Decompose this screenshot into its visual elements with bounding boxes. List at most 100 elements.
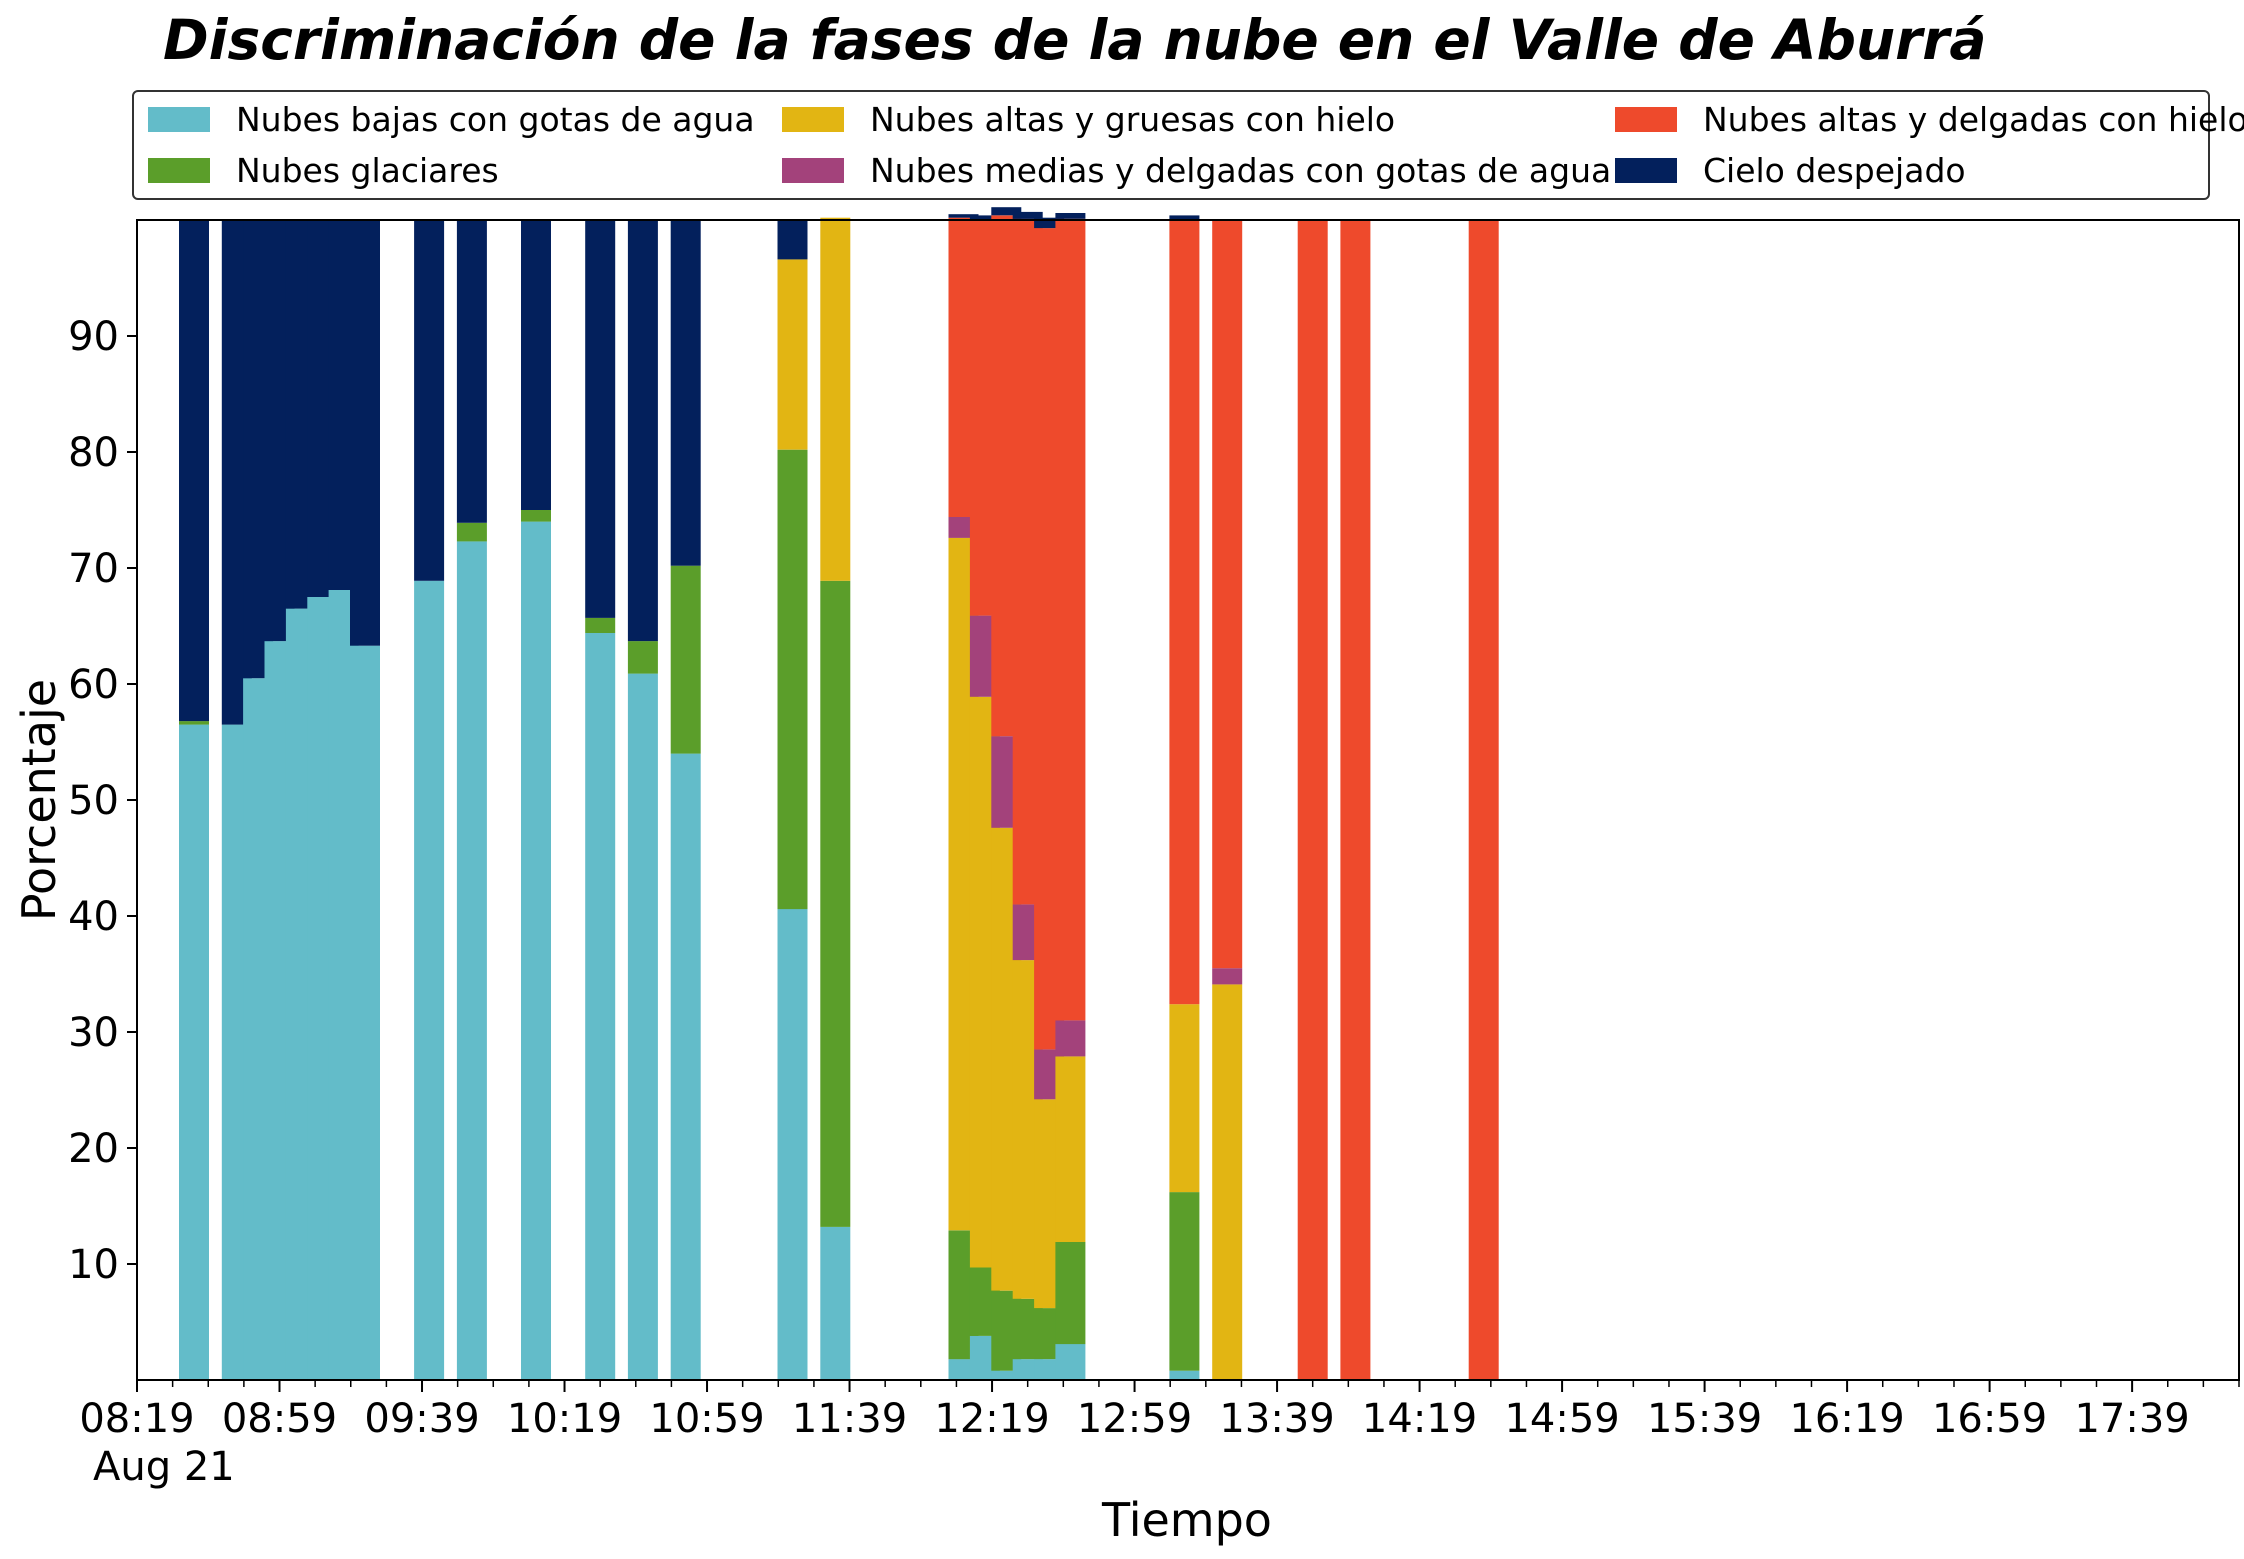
x-tick-label-13: 16:59 — [1932, 1396, 2047, 1442]
x-tick-label-6: 12:19 — [934, 1396, 1049, 1442]
legend-label-low-water: Nubes bajas con gotas de agua — [236, 99, 755, 139]
bar-segment-14-1 — [777, 449, 808, 910]
bar-segment-13-1 — [670, 565, 701, 754]
bar-segment-9-0 — [456, 541, 487, 1380]
x-tick-label-5: 11:39 — [792, 1396, 907, 1442]
legend-swatch-clear-sky — [1615, 157, 1677, 183]
bar-segment-11-5 — [585, 220, 616, 618]
bar-segment-11-1 — [585, 617, 616, 633]
x-tick-label-8: 13:39 — [1219, 1396, 1334, 1442]
bar-segment-10-5 — [521, 220, 551, 510]
bar-segment-11-0 — [585, 633, 616, 1380]
bar-segment-13-5 — [670, 220, 701, 566]
bar-segment-14-5 — [777, 220, 808, 260]
x-tick-label-3: 10:19 — [507, 1396, 622, 1442]
legend-swatch-glaciated — [148, 157, 210, 183]
legend-swatch-mid-thin-water — [782, 157, 844, 183]
y-tick-label-70: 70 — [68, 546, 119, 592]
legend-swatch-thin-ice — [1615, 106, 1677, 132]
bar-segment-7-0 — [350, 645, 380, 1380]
legend-swatch-low-water — [148, 106, 210, 132]
bar-segment-23-0 — [1055, 1344, 1086, 1380]
bar-segment-8-5 — [414, 220, 445, 581]
bar-segment-22-5 — [1034, 217, 1065, 229]
bar-segment-24-0 — [1169, 1370, 1200, 1380]
bar-segment-23-2 — [1055, 1056, 1086, 1242]
legend-label-mid-thin-water: Nubes medias y delgadas con gotas de agu… — [870, 150, 1612, 190]
bar-segment-14-0 — [777, 909, 808, 1380]
y-tick-label-30: 30 — [68, 1010, 119, 1056]
bar-segment-21-5 — [1012, 211, 1043, 219]
bar-segment-0-5 — [179, 220, 209, 722]
legend-swatch-thick-ice — [782, 106, 844, 132]
bar-segment-18-5 — [948, 214, 979, 218]
bar-segment-12-0 — [627, 673, 658, 1380]
bar-segment-25-4 — [1212, 220, 1243, 969]
bar-segment-9-5 — [456, 220, 487, 523]
chart-title: Discriminación de la fases de la nube en… — [163, 8, 1987, 72]
chart-legend: Nubes bajas con gotas de agua Nubes glac… — [132, 90, 2244, 200]
legend-label-thin-ice: Nubes altas y delgadas con hielo — [1703, 99, 2244, 139]
bar-segment-15-1 — [820, 580, 851, 1227]
x-tick-label-10: 14:59 — [1504, 1396, 1619, 1442]
legend-item-thick-ice: Nubes altas y gruesas con hielo — [782, 94, 1395, 144]
bar-segment-15-2 — [820, 217, 851, 581]
bar-segment-14-2 — [777, 259, 808, 450]
bar-segment-26-4 — [1297, 220, 1328, 1380]
bar-segment-23-5 — [1055, 213, 1086, 219]
legend-item-clear-sky: Cielo despejado — [1615, 145, 1966, 195]
x-tick-label-11: 15:39 — [1647, 1396, 1762, 1442]
y-tick-label-20: 20 — [68, 1126, 119, 1172]
legend-item-thin-ice: Nubes altas y delgadas con hielo — [1615, 94, 2244, 144]
bar-segment-10-0 — [521, 521, 551, 1380]
x-axis: 08:19 08:59 09:39 10:19 10:59 11:39 12:19 12:59… — [79, 1380, 2240, 1442]
bar-segment-19-5 — [969, 215, 1000, 220]
bar-segment-24-5 — [1169, 215, 1200, 220]
bar-segment-9-1 — [456, 522, 487, 542]
y-tick-label-50: 50 — [68, 778, 119, 824]
x-axis-date-label: Aug 21 — [93, 1444, 235, 1490]
bar-segment-28-4 — [1468, 220, 1499, 1380]
bar-segment-20-0 — [991, 1370, 1022, 1380]
bars-group — [179, 207, 1499, 1380]
bar-segment-24-2 — [1169, 1004, 1200, 1193]
legend-item-low-water: Nubes bajas con gotas de agua — [148, 94, 755, 144]
legend-label-thick-ice: Nubes altas y gruesas con hielo — [870, 99, 1396, 139]
bar-segment-7-5 — [350, 220, 380, 646]
x-tick-label-1: 08:59 — [222, 1396, 337, 1442]
y-axis: 10 20 30 40 50 60 70 80 90 — [68, 314, 137, 1288]
x-tick-label-0: 08:19 — [79, 1396, 194, 1442]
bar-segment-24-1 — [1169, 1192, 1200, 1371]
bar-segment-8-0 — [414, 580, 445, 1380]
bar-segment-0-0 — [179, 724, 209, 1380]
bar-segment-23-1 — [1055, 1242, 1086, 1345]
bar-segment-20-5 — [991, 207, 1022, 216]
y-tick-label-80: 80 — [68, 430, 119, 476]
x-tick-label-2: 09:39 — [364, 1396, 479, 1442]
x-tick-label-9: 14:19 — [1362, 1396, 1477, 1442]
legend-item-mid-thin-water: Nubes medias y delgadas con gotas de agu… — [782, 145, 1611, 195]
bar-segment-25-2 — [1212, 984, 1243, 1380]
bar-segment-12-1 — [627, 641, 658, 674]
y-tick-label-90: 90 — [68, 314, 119, 360]
bar-segment-0-1 — [179, 721, 209, 725]
bar-segment-23-4 — [1055, 218, 1086, 1021]
legend-item-glaciated: Nubes glaciares — [148, 145, 499, 195]
y-axis-label: Porcentaje — [12, 679, 66, 921]
x-tick-label-7: 12:59 — [1077, 1396, 1192, 1442]
y-tick-label-60: 60 — [68, 662, 119, 708]
y-tick-label-40: 40 — [68, 894, 119, 940]
x-axis-label: Tiempo — [1101, 1493, 1272, 1547]
bar-segment-23-3 — [1055, 1020, 1086, 1057]
x-tick-label-4: 10:59 — [649, 1396, 764, 1442]
x-tick-label-14: 17:39 — [2074, 1396, 2189, 1442]
bar-segment-24-4 — [1169, 220, 1200, 1005]
legend-label-glaciated: Nubes glaciares — [236, 150, 499, 190]
bar-segment-27-4 — [1340, 220, 1371, 1380]
bar-segment-13-0 — [670, 753, 701, 1380]
legend-label-clear-sky: Cielo despejado — [1703, 150, 1966, 190]
bar-segment-25-3 — [1212, 968, 1243, 985]
bar-segment-12-5 — [627, 220, 658, 642]
bar-segment-15-0 — [820, 1226, 851, 1380]
x-tick-label-12: 16:19 — [1789, 1396, 1904, 1442]
